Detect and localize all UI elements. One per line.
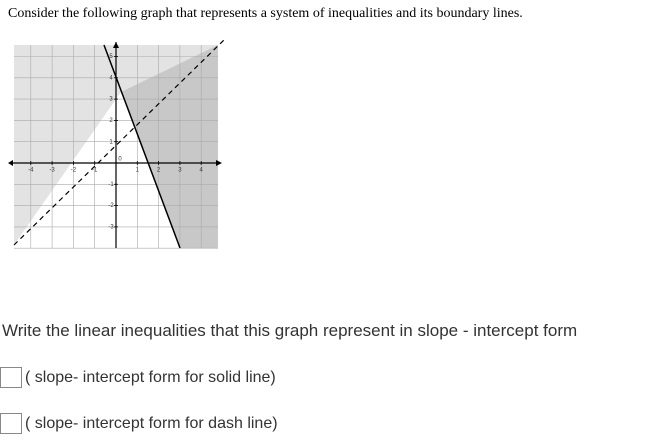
y-tick-label: 3 <box>109 97 113 103</box>
x-arrow <box>216 160 222 166</box>
x-tick-label: 0 <box>118 157 122 163</box>
answer-input[interactable] <box>0 367 22 388</box>
x-tick-label: 4 <box>200 168 204 174</box>
y-tick-label: -2 <box>108 203 114 209</box>
dashed-line <box>13 39 225 246</box>
x-tick-label: -4 <box>28 168 34 174</box>
y-tick-label: 2 <box>109 118 113 124</box>
answer-label: ( slope- intercept form for dash line) <box>25 414 278 432</box>
dark-shade <box>121 45 218 248</box>
graph-area: -4 -3 -2 -1 0 1 2 3 4 5 4 3 2 1 -1 -2 -3 <box>8 39 225 249</box>
x-tick-label: 2 <box>157 168 161 174</box>
answer-row: ( slope- intercept form for solid line) <box>0 367 276 388</box>
x-arrow <box>8 160 13 166</box>
x-tick-label: 1 <box>136 168 140 174</box>
solid-line <box>103 44 181 249</box>
answer-row: ( slope- intercept form for dash line) <box>0 413 278 434</box>
y-tick-label: 5 <box>109 54 113 60</box>
y-tick-label: 4 <box>109 75 113 81</box>
question: Write the linear inequalities that this … <box>2 321 578 340</box>
x-tick-label: -2 <box>71 168 77 174</box>
answer-input[interactable] <box>0 413 22 434</box>
answer-label: ( slope- intercept form for solid line) <box>25 368 276 386</box>
x-tick-label: 3 <box>178 168 182 174</box>
y-arrow <box>113 42 119 48</box>
y-tick-label: -1 <box>108 182 114 188</box>
x-tick-label: -1 <box>92 168 98 174</box>
graph: -4 -3 -2 -1 0 1 2 3 4 5 4 3 2 1 -1 -2 -3 <box>8 39 225 249</box>
y-tick-label: -3 <box>108 224 114 230</box>
y-tick-label: 1 <box>109 139 113 145</box>
intro-text: Consider the following graph that repres… <box>8 6 523 21</box>
x-tick-label: -3 <box>49 168 55 174</box>
